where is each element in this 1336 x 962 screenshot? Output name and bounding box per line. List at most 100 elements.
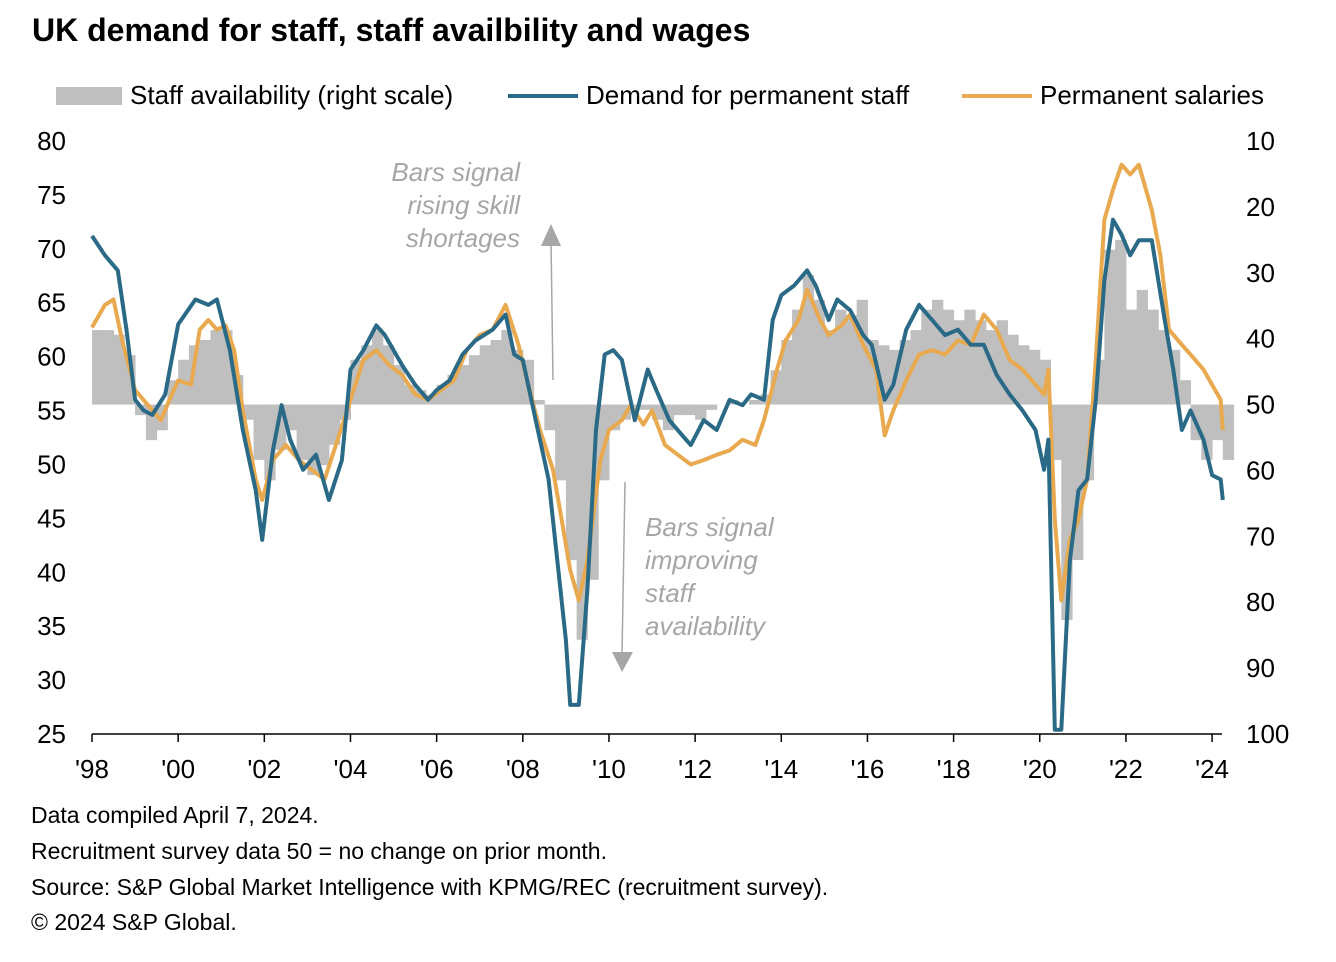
chart-title: UK demand for staff, staff availbility a… [32,12,751,48]
staff-availability-bar [328,404,341,445]
x-tick-label: '18 [937,754,971,784]
x-tick-label: '22 [1109,754,1143,784]
x-tick-label: '98 [75,754,109,784]
staff-availability-bar [382,345,395,405]
staff-availability-bar [490,339,502,405]
staff-availability-bar [501,330,513,405]
staff-availability-bar [1201,404,1213,460]
left-y-tick-label: 70 [37,234,66,264]
legend-swatch-bar [56,86,122,105]
x-tick-label: '06 [420,754,454,784]
legend-item-staff-availability: Staff availability (right scale) [56,80,453,111]
left-y-tick-label: 30 [37,665,66,695]
right-y-tick-label: 10 [1246,126,1275,156]
staff-availability-bar [802,274,815,405]
left-y-tick-label: 25 [37,719,66,749]
staff-availability-bar [878,345,890,405]
staff-availability-bar [608,404,621,431]
left-y-tick-label: 80 [37,126,66,156]
x-tick-label: '08 [506,754,540,784]
staff-availability-bar [361,345,373,405]
staff-availability-bar [555,404,567,481]
staff-availability-bar [447,374,459,405]
staff-availability-bar [393,365,405,405]
staff-availability-bar [835,309,847,405]
staff-availability-bar [824,330,836,405]
x-tick-label: '14 [764,754,798,784]
staff-availability-bar [996,320,1008,405]
annotation-line: staff [645,578,695,608]
right-y-tick-label: 90 [1246,653,1275,683]
staff-availability-bar [253,404,265,460]
x-tick-label: '24 [1195,754,1229,784]
x-tick-label: '04 [334,754,368,784]
right-y-tick-label: 20 [1246,192,1275,222]
staff-availability-bar [1028,349,1041,405]
staff-availability-bar [1222,404,1235,460]
staff-availability-bar [210,330,222,405]
staff-availability-bar [145,404,158,441]
footnote-source: Source: S&P Global Market Intelligence w… [31,874,829,900]
staff-availability-bar [318,404,330,466]
staff-availability-bar [221,330,233,405]
staff-availability-bar [458,365,470,405]
x-tick-label: '00 [161,754,195,784]
left-y-tick-label: 35 [37,611,66,641]
staff-availability-bar [856,299,868,405]
staff-availability-bar [1147,309,1159,405]
right-y-tick-label: 80 [1246,587,1275,617]
arrow-down-line [621,481,626,656]
annotation-line: shortages [405,223,520,253]
x-tick-label: '20 [1023,754,1057,784]
staff-availability-bar [641,404,653,410]
staff-availability-bar [296,404,308,460]
staff-availability-bar [1061,404,1073,621]
staff-availability-bar [468,355,481,405]
staff-availability-bar [673,404,685,416]
staff-availability-bar [533,399,545,405]
annotation-line: Bars signal [645,512,774,542]
legend-item-demand: Demand for permanent staff [508,80,909,111]
footnote-method: Recruitment survey data 50 = no change o… [31,838,607,864]
staff-availability-bar [899,339,912,405]
staff-availability-bar [975,320,987,405]
staff-availability-bar [436,384,448,405]
staff-availability-bar [102,330,115,405]
staff-availability-bar [264,404,276,481]
staff-availability-bar [792,309,804,405]
x-tick-label: '02 [247,754,281,784]
staff-availability-bar [1093,359,1105,405]
annotation-line: availability [645,611,765,641]
left-y-tick-label: 45 [37,503,66,533]
legend-item-salaries: Permanent salaries [962,80,1264,111]
staff-availability-bar [845,314,858,405]
staff-availability-bar [1115,239,1127,405]
staff-availability-bar [1104,249,1116,405]
staff-availability-bar [781,339,793,405]
staff-availability-bar [512,349,524,405]
legend-label: Staff availability (right scale) [130,80,454,110]
staff-availability-bar [544,404,556,431]
left-y-tick-label: 65 [37,288,66,318]
staff-availability-bar [275,404,287,451]
arrow-down-icon [612,652,633,672]
staff-availability-bar [1050,404,1062,460]
staff-availability-bar [1158,330,1170,405]
salaries-line [90,162,1225,603]
staff-availability-bar [748,399,761,405]
staff-availability-bar [921,309,933,405]
right-y-tick-label: 70 [1246,521,1275,551]
annotation-rising-shortages: Bars signal rising skill shortages [370,156,520,255]
annotation-line: rising skill [407,190,520,220]
staff-availability-bar [1212,404,1224,441]
staff-availability-bar [953,320,965,405]
right-y-tick-label: 50 [1246,390,1275,420]
staff-availability-bar [1018,345,1030,405]
arrow-up-line [550,239,554,381]
staff-availability-bar [285,404,298,431]
left-y-tick-label: 60 [37,342,66,372]
staff-availability-bar [1072,404,1084,561]
staff-availability-bar [479,345,491,405]
staff-availability-bar [910,330,922,405]
